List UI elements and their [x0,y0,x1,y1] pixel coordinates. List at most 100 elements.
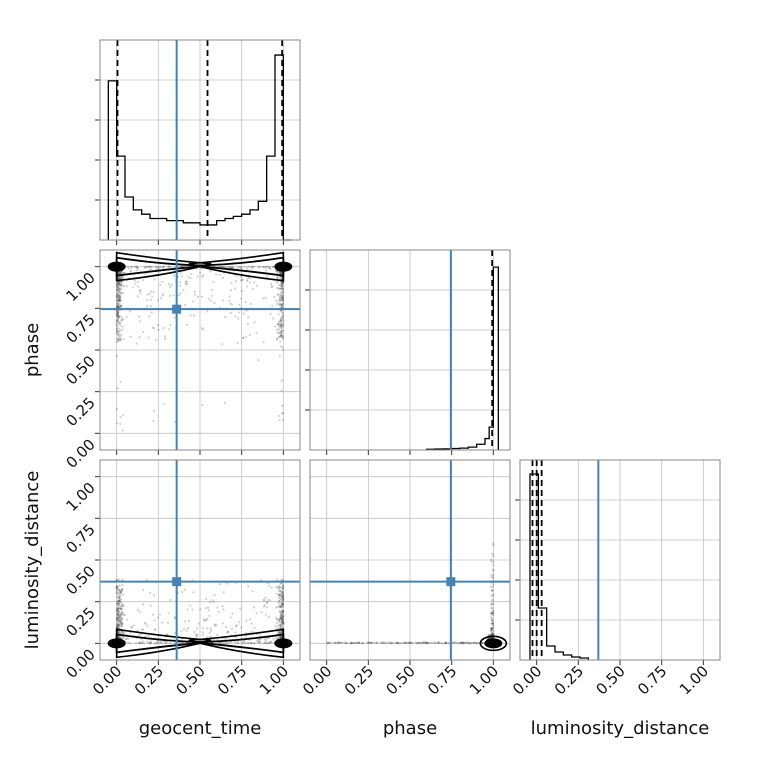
panel-geocent-time-vs-phase-sample-point [251,267,254,270]
panel-geocent-time-vs-phase-sample-point [168,328,171,331]
panel-geocent-time-vs-luminosity-distance-sample-point [142,588,145,592]
panel-geocent-time-vs-phase-sample-point [279,280,282,284]
panel-phase-vs-luminosity-distance-sample-point [358,641,361,645]
panel-geocent-time-vs-phase-sample-point [230,265,234,268]
panel-geocent-time-vs-luminosity-distance-sample-point [121,587,124,590]
panel-geocent-time-vs-phase-sample-point [118,282,121,285]
panel-phase-vs-luminosity-distance-sample-point [380,641,383,644]
panel-phase-vs-luminosity-distance-sample-point [366,641,370,645]
panel-geocent-time-vs-luminosity-distance-sample-point [120,612,123,615]
panel-geocent-time-vs-phase-sample-point [282,335,285,339]
panel-geocent-time-vs-phase-sample-point [270,285,273,289]
panel-geocent-time-vs-phase-sample-point [118,277,121,280]
panel-geocent-time-vs-luminosity-distance-sample-point [165,641,168,644]
panel-geocent-time-vs-luminosity-distance-sample-point [115,621,118,624]
panel-phase-vs-luminosity-distance-sample-point [490,595,493,598]
panel-geocent-time-vs-phase-sample-point [281,305,284,308]
panel-geocent-time-vs-phase-sample-point [115,295,118,298]
panel-geocent-time-vs-phase-sample-point [281,334,284,337]
panel-geocent-time-vs-phase-sample-point [280,294,283,297]
panel-geocent-time-vs-phase-sample-point [251,287,255,290]
panel-geocent-time-vs-luminosity-distance-sample-point [278,636,281,640]
panel-phase-vs-luminosity-distance-sample-point [396,641,400,644]
panel-phase-vs-luminosity-distance-sample-point [414,641,417,644]
panel-geocent-time-vs-luminosity-distance-sample-point [141,628,144,631]
panel-geocent-time-vs-phase-sample-point [281,296,284,299]
panel-geocent-time-vs-luminosity-distance-sample-point [207,614,211,617]
panel-geocent-time-vs-phase-sample-point [117,329,120,333]
panel-geocent-time-vs-phase-sample-point [280,326,283,329]
hist-luminosity-distance-xtick-label-0: 0.00 [509,662,545,698]
panel-geocent-time-vs-phase-sample-point [271,304,274,307]
panel-phase-vs-luminosity-distance-sample-point [408,641,411,644]
panel-geocent-time-vs-luminosity-distance-sample-point [205,597,208,601]
panel-geocent-time-vs-phase-sample-point [117,299,120,302]
panel-geocent-time-vs-luminosity-distance-sample-point [275,606,278,609]
panel-geocent-time-vs-luminosity-distance-sample-point [119,600,122,603]
panel-phase-vs-luminosity-distance-sample-point [492,568,495,571]
panel-phase-vs-luminosity-distance-sample-point [358,641,361,644]
panel-geocent-time-vs-luminosity-distance-sample-point [203,618,206,621]
panel-geocent-time-vs-luminosity-distance-sample-point [117,602,121,605]
panel-phase-vs-luminosity-distance-sample-point [490,632,494,635]
panel-phase-vs-luminosity-distance-sample-point [443,642,447,645]
panel-geocent-time-vs-luminosity-distance-sample-point [264,639,267,642]
panel-geocent-time-vs-luminosity-distance-sample-point [119,614,122,618]
panel-geocent-time-vs-phase-sample-point [120,281,123,284]
panel-geocent-time-vs-luminosity-distance-sample-point [116,626,119,630]
panel-geocent-time-vs-luminosity-distance-sample-point [118,616,121,619]
panel-geocent-time-vs-phase-sample-point [280,291,283,294]
panel-geocent-time-vs-luminosity-distance-sample-point [281,594,284,598]
panel-geocent-time-vs-phase-sample-point [118,295,121,298]
panel-geocent-time-vs-luminosity-distance-sample-point [281,614,284,617]
panel-geocent-time-vs-phase-sample-point [201,327,204,330]
panel-geocent-time-vs-luminosity-distance-sample-point [139,641,143,645]
panel-phase-vs-luminosity-distance-sample-point [350,642,353,645]
panel-geocent-time-vs-luminosity-distance-sample-point [216,633,219,637]
panel-geocent-time-vs-luminosity-distance-sample-point [280,613,283,616]
panel-geocent-time-vs-phase-sample-point [158,266,161,269]
panel-geocent-time-vs-phase-sample-point [119,276,122,280]
panel-geocent-time-vs-phase-sample-point [278,325,281,328]
panel-geocent-time-vs-phase-sample-point [236,317,240,320]
panel-geocent-time-vs-phase-sample-point [134,282,137,285]
panel-geocent-time-vs-phase-sample-point [189,314,192,317]
panel-geocent-time-vs-phase-sample-point [115,310,118,313]
panel-phase-vs-luminosity-distance-sample-point [384,641,387,644]
panel-geocent-time-vs-phase-sample-point [117,272,120,275]
panel-geocent-time-vs-phase-sample-point [279,331,283,334]
panel-phase-vs-luminosity-distance-sample-point [491,622,495,625]
panel-geocent-time-vs-phase-sample-point [161,266,164,269]
panel-geocent-time-vs-phase-sample-point [139,289,142,292]
panel-geocent-time-vs-luminosity-distance-ytick-label-2: 0.50 [62,562,98,598]
panel-phase-vs-luminosity-distance-sample-point [481,641,484,645]
panel-geocent-time-vs-luminosity-distance-sample-point [282,609,285,612]
panel-geocent-time-vs-phase-sample-point [119,305,122,308]
panel-geocent-time-vs-phase-sample-point [116,303,119,306]
panel-geocent-time-vs-luminosity-distance-sample-point [279,596,282,599]
panel-geocent-time-vs-luminosity-distance-sample-point [231,612,234,615]
panel-geocent-time-vs-luminosity-distance-sample-point [117,635,120,639]
panel-geocent-time-vs-phase-sample-point [265,265,268,268]
panel-geocent-time-vs-luminosity-distance-sample-point [117,624,120,627]
panel-phase-vs-luminosity-distance-sample-point [453,641,456,644]
panel-geocent-time-vs-luminosity-distance-sample-point [280,636,283,639]
panel-geocent-time-vs-phase-sample-point [142,278,145,282]
panel-geocent-time-vs-phase-sample-point [159,283,162,287]
panel-geocent-time-vs-phase-sample-point [116,325,119,328]
panel-geocent-time-vs-luminosity-distance-sample-point [115,585,119,588]
panel-geocent-time-vs-luminosity-distance-sample-point [118,595,121,599]
panel-geocent-time-vs-luminosity-distance-sample-point [275,585,278,589]
panel-geocent-time-vs-luminosity-distance-sample-point [281,619,284,622]
panel-geocent-time-vs-phase-sample-point [244,300,247,303]
panel-phase-vs-luminosity-distance-sample-point [326,642,329,645]
panel-geocent-time-vs-phase-sample-point [118,315,121,318]
panel-phase-vs-luminosity-distance-sample-point [490,622,494,625]
panel-geocent-time-vs-phase-sample-point [117,292,120,295]
panel-geocent-time-vs-phase-sample-point [201,267,204,270]
panel-phase-vs-luminosity-distance-sample-point [464,641,467,645]
panel-geocent-time-vs-luminosity-distance-sample-point [218,642,221,645]
panel-geocent-time-vs-luminosity-distance-sample-point [208,600,212,604]
panel-geocent-time-vs-luminosity-distance-sample-point [257,641,260,644]
panel-geocent-time-vs-phase-sample-point [122,317,125,321]
